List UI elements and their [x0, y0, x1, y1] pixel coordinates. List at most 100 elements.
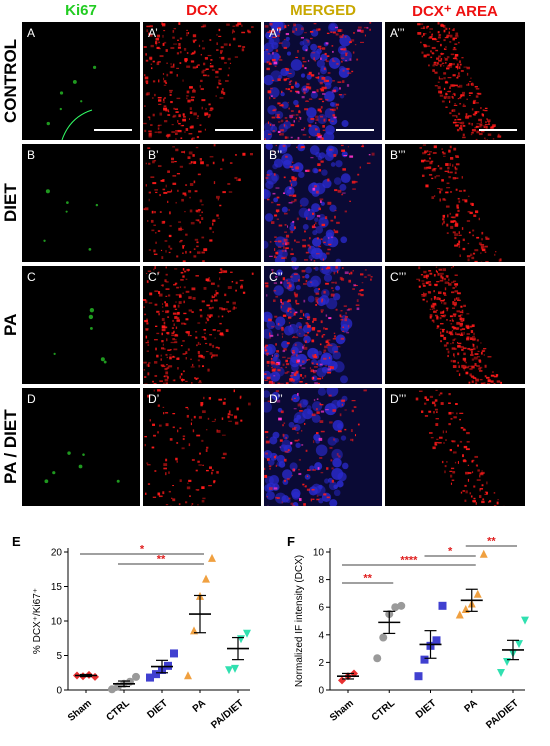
dcx-speckle [480, 342, 481, 343]
dcx-speckle [443, 156, 446, 157]
scale-bar [479, 129, 517, 131]
nucleus-dot [325, 152, 334, 161]
dcx-speckle [186, 34, 188, 36]
dcx-speckle [422, 175, 425, 177]
dcx-speckle [173, 349, 177, 351]
dcx-speckle [274, 248, 275, 251]
dcx-speckle [424, 396, 426, 399]
dcx-speckle [172, 498, 175, 501]
nucleus-dot [309, 486, 318, 495]
dcx-speckle [338, 455, 340, 457]
dcx-speckle [294, 273, 298, 275]
dcx-speckle [218, 82, 220, 83]
dcx-speckle [339, 35, 343, 38]
dcx-speckle [271, 95, 273, 97]
dcx-speckle [320, 58, 321, 60]
dcx-speckle [235, 56, 238, 57]
dcx-speckle [468, 243, 470, 244]
dcx-speckle [452, 287, 454, 288]
dcx-speckle [345, 316, 348, 318]
dcx-speckle [177, 190, 178, 192]
dcx-speckle [296, 354, 297, 356]
dcx-speckle [233, 26, 236, 27]
dcx-speckle [226, 329, 229, 332]
dcx-speckle [449, 172, 452, 174]
dcx-speckle [453, 28, 454, 31]
nucleus-dot [296, 354, 307, 365]
dcx-speckle [201, 217, 203, 220]
dcx-speckle [455, 166, 456, 168]
dcx-speckle [193, 255, 196, 257]
dcx-speckle [432, 53, 434, 54]
dcx-speckle [216, 196, 220, 199]
dcx-speckle [221, 308, 225, 310]
dcx-speckle [322, 377, 323, 379]
dcx-speckle [464, 199, 467, 202]
dcx-speckle [450, 163, 451, 166]
dcx-speckle [165, 310, 168, 313]
dcx-speckle [290, 276, 293, 278]
dcx-speckle [190, 126, 192, 128]
dcx-speckle [185, 381, 187, 382]
dcx-speckle [193, 429, 194, 432]
y-tick-label: 4 [318, 630, 324, 641]
dcx-speckle [175, 130, 178, 132]
dcx-speckle [152, 381, 154, 383]
dcx-speckle [196, 246, 198, 248]
dcx-speckle [459, 365, 460, 368]
dcx-speckle [341, 61, 343, 63]
dcx-speckle [453, 49, 457, 50]
chart-panel-label: F [287, 534, 295, 549]
dcx-speckle [481, 501, 484, 503]
dcx-speckle [209, 277, 210, 279]
dcx-speckle [315, 118, 318, 121]
dcx-speckle [165, 472, 166, 475]
dcx-speckle [187, 483, 188, 484]
dcx-speckle [202, 212, 203, 213]
dcx-speckle [174, 161, 176, 162]
dcx-speckle [301, 146, 304, 148]
dcx-speckle [473, 253, 475, 255]
dcx-speckle [218, 218, 220, 219]
dcx-speckle [472, 460, 474, 461]
dcx-speckle [220, 168, 222, 170]
dcx-speckle [461, 427, 464, 429]
dcx-speckle [183, 438, 185, 440]
dcx-speckle [452, 480, 455, 481]
significance-label: * [448, 546, 453, 558]
dcx-speckle [282, 501, 283, 503]
dcx-speckle [292, 31, 294, 33]
dcx-speckle [458, 461, 459, 464]
significance-label: ** [157, 554, 166, 566]
dcx-speckle [294, 120, 295, 122]
x-tick-label: CTRL [104, 698, 132, 724]
dcx-speckle [435, 284, 437, 286]
dcx-speckle [457, 353, 459, 356]
dcx-speckle [208, 485, 212, 486]
dcx-speckle [149, 192, 151, 194]
dcx-speckle [438, 31, 440, 33]
dcx-speckle [198, 355, 202, 358]
dcx-speckle [170, 94, 172, 96]
micrograph-control-dcx-area: A’’’ [385, 22, 525, 140]
dcx-speckle [320, 344, 322, 346]
data-point [231, 665, 239, 673]
dcx-speckle [285, 360, 288, 363]
dcx-speckle [218, 68, 221, 70]
dcx-speckle [302, 484, 304, 486]
dcx-speckle [173, 427, 175, 429]
dcx-speckle [352, 400, 356, 401]
dcx-speckle [324, 68, 326, 70]
dcx-speckle [306, 100, 308, 101]
data-point [515, 640, 523, 648]
dcx-speckle [465, 472, 468, 475]
dcx-speckle [318, 288, 320, 290]
dcx-speckle [219, 57, 220, 58]
dcx-speckle [433, 168, 436, 169]
dcx-speckle [345, 60, 347, 61]
dcx-speckle [165, 371, 168, 374]
dcx-speckle [286, 363, 289, 365]
dcx-speckle [241, 32, 245, 33]
dcx-speckle [426, 167, 428, 169]
